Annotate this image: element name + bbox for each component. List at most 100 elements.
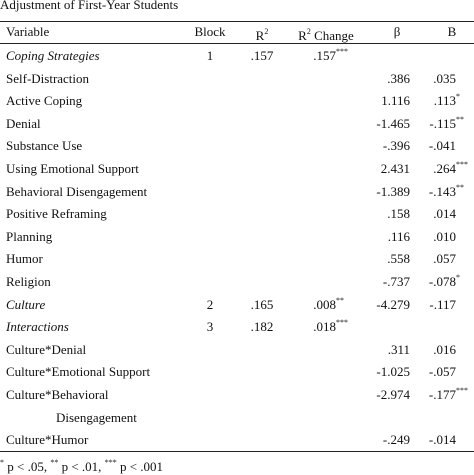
row-b-value: .264 xyxy=(433,161,456,176)
bottom-rule xyxy=(0,451,474,452)
header-block: Block xyxy=(194,24,226,39)
row-variable: Interactions xyxy=(6,319,69,335)
row-b-value: -.078 xyxy=(428,274,456,289)
row-b: -.057 xyxy=(429,364,456,380)
footnote-text: p < .01, xyxy=(58,459,105,474)
footnote-sup: ** xyxy=(50,458,59,467)
row-beta-value: -.396 xyxy=(382,138,410,154)
row-b-value: .014 xyxy=(433,206,456,222)
row-block: 1 xyxy=(206,48,214,63)
row-variable: Culture xyxy=(6,296,46,312)
top-rule xyxy=(0,21,474,22)
row-b-value: .016 xyxy=(433,341,456,357)
header-variable: Variable xyxy=(6,24,50,39)
row-beta-value: -1.025 xyxy=(376,364,410,380)
row-variable: Culture*Emotional Support xyxy=(6,364,151,380)
row-beta-value: -4.279 xyxy=(376,296,410,312)
row-b: -.117 xyxy=(429,297,456,313)
row-b: -.177 *** xyxy=(428,386,468,403)
header-r2c-sup: 2 xyxy=(306,27,311,36)
row-beta: .158 xyxy=(387,206,410,222)
footnote-text: p < .001 xyxy=(116,459,164,474)
row-beta: 1.116 xyxy=(381,93,410,109)
row-beta: -4.279 xyxy=(376,297,410,313)
row-variable: Culture*Denial xyxy=(6,341,87,357)
row-variable: Culture*Humor xyxy=(6,432,89,448)
row-beta: -.249 xyxy=(383,432,410,448)
row-beta: -.737 xyxy=(383,274,410,290)
row-variable: Denial xyxy=(6,115,41,131)
row-b-sig: *** xyxy=(456,386,468,395)
footnote: * p < .05, ** p < .01, *** p < .001 xyxy=(0,455,163,475)
row-b: -.115 ** xyxy=(429,115,464,132)
header-r2-sup: 2 xyxy=(264,27,269,36)
row-variable: Substance Use xyxy=(6,138,83,154)
footnote-text: p < .05, xyxy=(4,459,51,474)
row-b-value: -.177 xyxy=(428,387,456,402)
row-beta: -1.465 xyxy=(376,116,410,132)
row-beta-value: 2.431 xyxy=(380,161,410,176)
row-b-value: -.014 xyxy=(428,432,456,448)
row-r2: .157 xyxy=(250,48,274,63)
footnote-sup: * xyxy=(0,458,4,467)
row-beta-value: -1.389 xyxy=(376,183,410,199)
row-variable-cont: Disengagement xyxy=(56,409,137,425)
row-beta-value: .386 xyxy=(387,70,410,86)
row-variable: Humor xyxy=(6,251,43,267)
row-r2-change-sig: *** xyxy=(336,47,348,56)
row-variable: Active Coping xyxy=(6,93,83,109)
row-beta: 2.431 xyxy=(381,161,410,177)
row-b: .035 xyxy=(433,71,456,87)
row-beta-value: .158 xyxy=(387,206,410,222)
row-b: -.143 ** xyxy=(428,183,464,200)
row-b: .113 * xyxy=(433,92,460,109)
header-rule xyxy=(0,43,474,44)
row-beta-value: -1.465 xyxy=(376,115,410,131)
row-variable: Planning xyxy=(6,228,53,244)
row-beta-value: .558 xyxy=(387,251,410,267)
row-b-value: -.143 xyxy=(428,183,456,199)
row-b-value: -.041 xyxy=(428,138,456,154)
row-beta: .386 xyxy=(387,71,410,87)
row-r2-change: .157 *** xyxy=(313,47,348,64)
row-r2-change-value: .157 xyxy=(313,48,336,63)
row-b: .014 xyxy=(433,206,456,222)
row-b-value: .035 xyxy=(433,70,456,86)
row-r2-change-sig: *** xyxy=(336,318,348,328)
row-r2-change: .008 ** xyxy=(313,296,344,313)
row-beta: .558 xyxy=(387,251,410,267)
row-b-value: .057 xyxy=(433,251,456,267)
row-b-value: -.115 xyxy=(429,115,456,131)
header-r2c-tail: Change xyxy=(310,28,354,43)
row-beta-value: .116 xyxy=(387,228,410,244)
row-b: .264 *** xyxy=(433,160,468,177)
header-r2-text: R xyxy=(255,28,265,43)
row-b-value: .113 xyxy=(433,93,456,109)
row-beta-value: -.249 xyxy=(382,432,410,448)
row-beta: -2.974 xyxy=(376,387,410,403)
row-beta: -.396 xyxy=(383,138,410,154)
row-variable: Coping Strategies xyxy=(6,48,100,63)
row-b: .016 xyxy=(433,342,456,358)
row-beta: -1.025 xyxy=(376,364,410,380)
row-beta-value: -2.974 xyxy=(376,387,410,402)
row-beta-value: 1.116 xyxy=(381,93,410,109)
row-b-sig: ** xyxy=(456,182,464,192)
row-b: .010 xyxy=(433,229,456,245)
row-variable: Culture*Behavioral xyxy=(6,387,109,402)
row-beta-value: -.737 xyxy=(382,274,410,289)
row-b: .057 xyxy=(433,251,456,267)
row-block: 3 xyxy=(206,319,214,335)
row-beta: -1.389 xyxy=(376,184,410,200)
row-r2-change-sig: ** xyxy=(336,295,344,305)
header-r2: R2 xyxy=(256,24,269,44)
row-variable: Religion xyxy=(6,274,51,289)
row-r2-change-value: .018 xyxy=(313,319,336,335)
header-r2c-text: R xyxy=(298,28,307,43)
row-b-value: -.057 xyxy=(428,364,456,380)
row-b-sig: *** xyxy=(456,160,468,169)
row-r2-change-value: .008 xyxy=(313,296,336,312)
row-r2-change: .018 *** xyxy=(313,318,348,335)
row-variable: Positive Reframing xyxy=(6,206,107,222)
